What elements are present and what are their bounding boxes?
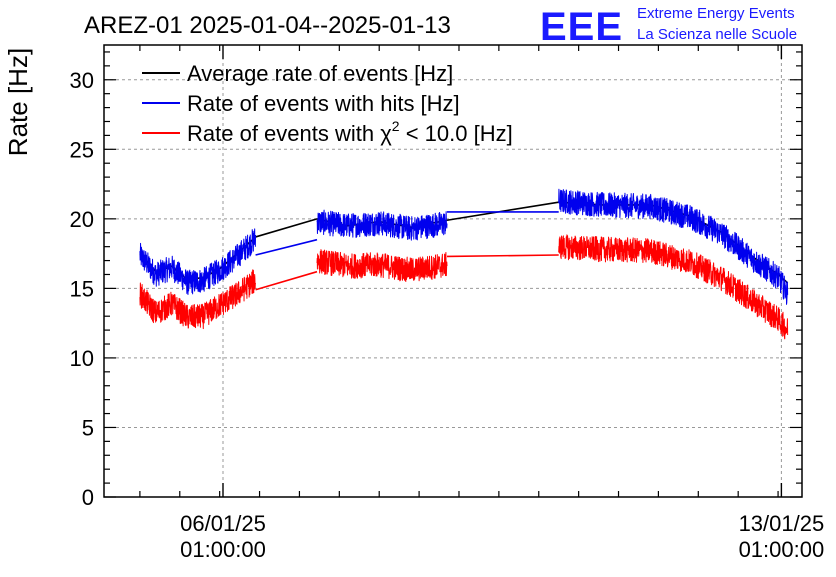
legend-label-part: 2 xyxy=(392,118,400,134)
series-line-chi2 xyxy=(139,269,257,330)
y-tick-label: 25 xyxy=(70,137,94,162)
legend-label-part: χ xyxy=(380,121,392,146)
series-line-chi2 xyxy=(255,270,318,291)
y-tick-label: 10 xyxy=(70,346,94,371)
legend: Average rate of events [Hz] Rate of event… xyxy=(142,61,513,146)
series-line-chi2 xyxy=(447,254,559,258)
legend-label-part: < 10.0 [Hz] xyxy=(400,121,513,146)
logo-line-1: Extreme Energy Events xyxy=(637,5,795,22)
x-tick-label-time: 01:00:00 xyxy=(739,537,825,562)
series-line-hits xyxy=(558,188,789,305)
series-line-hits xyxy=(316,209,448,241)
series-line-chi2 xyxy=(316,249,448,282)
series-line-hits xyxy=(255,238,318,256)
eee-logo: EEE Extreme Energy Events La Scienza nel… xyxy=(540,5,797,49)
series-line-average xyxy=(255,218,318,238)
y-tick-label: 15 xyxy=(70,276,94,301)
legend-label-hits: Rate of events with hits [Hz] xyxy=(187,91,460,116)
plot-frame xyxy=(103,44,803,498)
series-line-chi2 xyxy=(558,234,789,340)
x-tick-label-date: 13/01/25 xyxy=(739,511,825,536)
y-tick-label: 0 xyxy=(82,485,94,510)
x-tick-label-time: 01:00:00 xyxy=(180,537,266,562)
eee-logo-text: EEE xyxy=(540,5,623,49)
legend-label-part: Rate of events with xyxy=(187,121,380,146)
y-tick-label: 5 xyxy=(82,415,94,440)
y-tick-label: 20 xyxy=(70,207,94,232)
logo-line-2: La Scienza nelle Scuole xyxy=(637,26,797,43)
y-tick-label: 30 xyxy=(70,68,94,93)
legend-label-chi2: Rate of events with χ2 < 10.0 [Hz] xyxy=(187,118,513,146)
series-chi2 xyxy=(139,234,789,340)
series-hits xyxy=(139,188,789,305)
chart-title: AREZ-01 2025-01-04--2025-01-13 xyxy=(84,12,451,39)
x-tick-label-date: 06/01/25 xyxy=(180,511,266,536)
legend-label-average: Average rate of events [Hz] xyxy=(187,61,453,86)
series-layer xyxy=(139,188,789,340)
y-axis-label: Rate [Hz] xyxy=(3,48,33,156)
axes-layer: 05101520253006/01/2501:00:0013/01/2501:0… xyxy=(70,44,825,562)
series-line-hits xyxy=(139,228,257,295)
